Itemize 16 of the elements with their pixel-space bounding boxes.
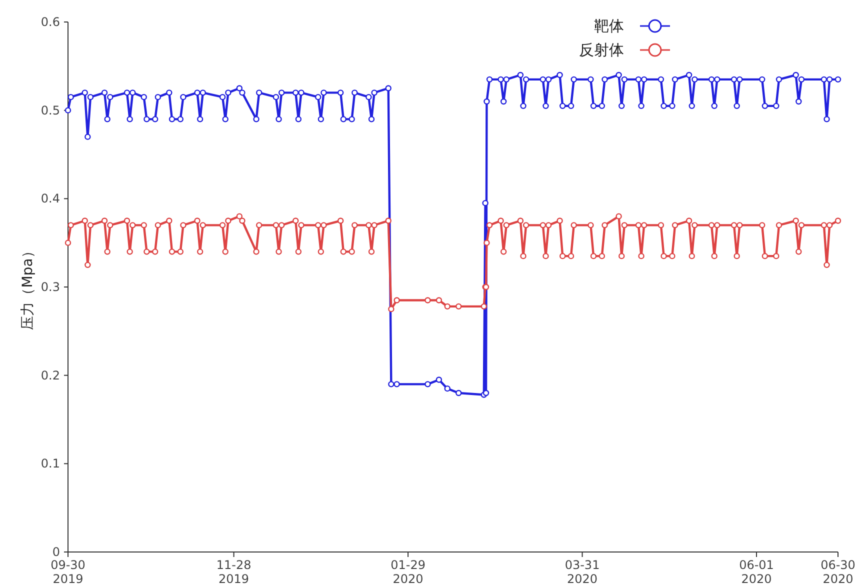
- x-tick-label: 06-30 2020: [820, 558, 856, 586]
- x-tick-label: 09-30 2019: [50, 558, 86, 586]
- x-tick-label: 01-29 2020: [390, 558, 426, 586]
- y-tick-label: 0: [52, 545, 60, 559]
- x-tick-label: 06-01 2020: [739, 558, 774, 586]
- y-tick-label: 0.5: [40, 103, 60, 118]
- legend-label: 靶体: [594, 17, 624, 35]
- x-tick-label: 11-28 2019: [216, 558, 252, 586]
- legend-label: 反射体: [579, 41, 624, 59]
- y-axis-title: 压力（Mpa）: [20, 244, 36, 330]
- y-tick-label: 0.2: [40, 368, 60, 382]
- y-tick-label: 0.1: [40, 456, 60, 471]
- y-tick-label: 0.6: [40, 15, 60, 29]
- y-tick-label: 0.4: [40, 192, 60, 206]
- y-tick-label: 0.3: [40, 280, 60, 294]
- x-tick-label: 03-31 2020: [564, 558, 600, 586]
